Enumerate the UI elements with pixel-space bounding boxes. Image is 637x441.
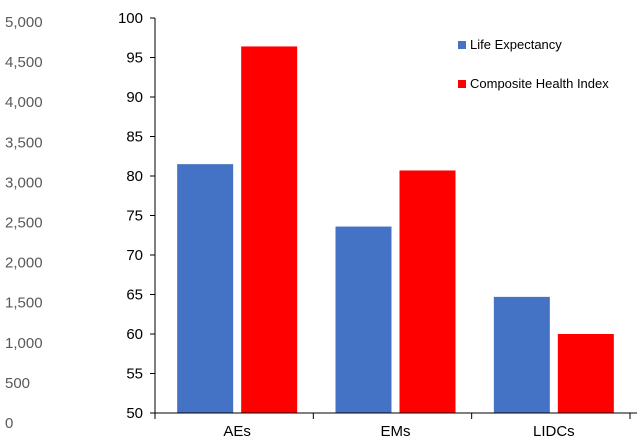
bar-lidcs-life-expectancy — [493, 296, 550, 413]
primary-tick-label: 100 — [118, 10, 143, 27]
bar-aes-life-expectancy — [177, 164, 234, 413]
primary-tick-label: 75 — [126, 208, 143, 225]
primary-tick-label: 60 — [126, 326, 143, 343]
x-tick-label: LIDCs — [533, 423, 575, 440]
legend-label: Life Expectancy — [470, 37, 562, 52]
legend-swatch — [458, 41, 466, 49]
secondary-tick-label: 3,000 — [5, 174, 43, 191]
x-tick-label: AEs — [223, 423, 251, 440]
primary-tick-label: 70 — [126, 247, 143, 264]
primary-tick-label: 80 — [126, 168, 143, 185]
secondary-tick-label: 5,000 — [5, 14, 43, 31]
bar-ems-life-expectancy — [335, 226, 392, 413]
secondary-tick-label: 500 — [5, 375, 30, 392]
primary-y-axis: 50 55 60 65 70 75 80 85 90 95 100 — [118, 10, 156, 422]
secondary-y-axis: 0 500 1,000 1,500 2,000 2,500 3,000 3,500 4,000 4… — [5, 14, 43, 432]
legend: Life Expectancy Composite Health Index — [458, 37, 609, 91]
x-tick-label: EMs — [381, 423, 411, 440]
secondary-tick-label: 3,500 — [5, 134, 43, 151]
bar-aes-composite-health-index — [241, 46, 298, 413]
legend-label: Composite Health Index — [470, 76, 609, 91]
secondary-tick-label: 4,000 — [5, 94, 43, 111]
primary-tick-label: 55 — [126, 366, 143, 383]
bar-lidcs-composite-health-index — [557, 334, 614, 413]
secondary-tick-label: 1,000 — [5, 335, 43, 352]
legend-swatch — [458, 80, 466, 88]
secondary-tick-label: 1,500 — [5, 295, 43, 312]
secondary-tick-label: 2,500 — [5, 215, 43, 232]
primary-tick-label: 90 — [126, 89, 143, 106]
x-axis: AEs EMs LIDCs — [154, 412, 637, 440]
primary-tick-label: 50 — [126, 405, 143, 422]
secondary-tick-label: 2,000 — [5, 255, 43, 272]
primary-tick-label: 95 — [126, 50, 143, 67]
primary-tick-label: 65 — [126, 287, 143, 304]
bars — [177, 46, 614, 413]
secondary-tick-label: 4,500 — [5, 54, 43, 71]
secondary-tick-label: 0 — [5, 415, 13, 432]
bar-ems-composite-health-index — [399, 170, 456, 413]
primary-tick-label: 85 — [126, 129, 143, 146]
